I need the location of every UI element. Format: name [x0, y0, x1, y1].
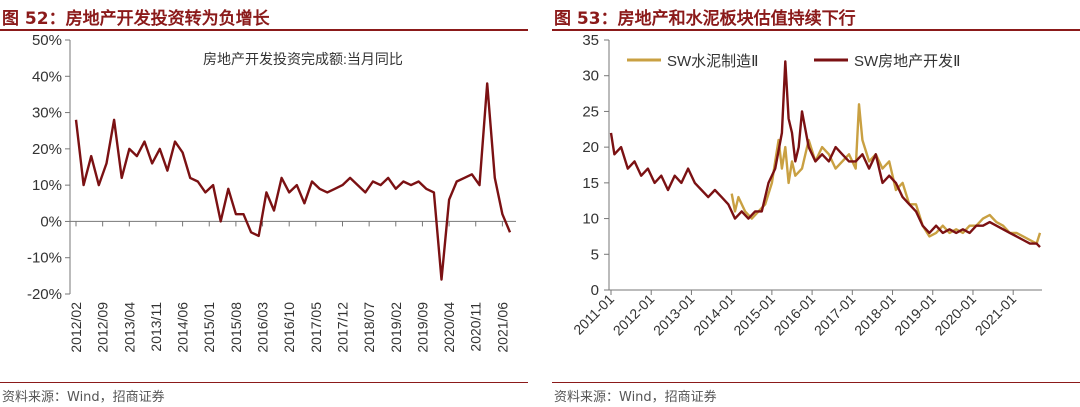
left-source-rule: [0, 382, 528, 383]
right-y-tick-label: 5: [591, 246, 599, 263]
left-figure-title: 图 52：房地产开发投资转为负增长: [2, 9, 270, 29]
left-x-tick-label: 2016/10: [281, 302, 297, 353]
left-y-tick-label: 20%: [32, 141, 62, 158]
right-figure-title: 图 53：房地产和水泥板块估值持续下行: [554, 9, 856, 29]
right-y-tick-label: 10: [582, 211, 599, 228]
left-x-tick-label: 2013/11: [148, 302, 164, 352]
right-x-tick-label: 2013-01: [650, 291, 698, 339]
left-x-tick-label: 2015/08: [228, 302, 244, 353]
right-y-tick-label: 0: [591, 282, 599, 299]
right-legend-label: SW房地产开发Ⅱ: [854, 53, 961, 70]
left-x-tick-label: 2012/09: [95, 302, 111, 353]
right-source-note: 资料来源：Wind，招商证券: [554, 390, 717, 405]
left-y-tick-label: 30%: [32, 105, 62, 122]
left-x-tick-label: 2017/12: [334, 302, 350, 353]
right-y-tick-label: 15: [582, 175, 599, 192]
left-y-tick-label: 40%: [32, 68, 62, 85]
right-y-tick-label: 30: [582, 68, 599, 85]
right-x-tick-label: 2021-01: [972, 291, 1020, 339]
right-series-line: [730, 103, 1042, 245]
right-x-tick-label: 2012-01: [610, 291, 658, 339]
left-series-line: [74, 82, 512, 281]
left-x-tick-label: 2014/06: [175, 302, 191, 353]
right-x-tick-label: 2014-01: [690, 291, 738, 339]
right-title-rule: [552, 29, 1080, 31]
left-x-tick-label: 2017/05: [308, 302, 324, 353]
left-x-tick-label: 2016/03: [255, 302, 271, 353]
right-figure: 图 53：房地产和水泥板块估值持续下行 35 30 25 20 15 10 5 0 2011-0…: [552, 0, 1080, 407]
left-figure: 图 52：房地产开发投资转为负增长 50% 40% 30% 20% 10% 0% -10% -…: [0, 0, 528, 407]
right-source-rule: [552, 382, 1080, 383]
left-legend-label: 房地产开发投资完成额:当月同比: [203, 51, 403, 67]
right-x-tick-label: 2018-01: [851, 291, 899, 339]
right-x-tick-label: 2015-01: [730, 291, 778, 339]
right-x-tick-label: 2016-01: [771, 291, 819, 339]
left-x-tick-label: 2012/02: [68, 302, 84, 353]
left-y-tick-label: 0%: [40, 213, 62, 230]
left-y-tick-label: 50%: [32, 32, 62, 49]
left-source-note: 资料来源：Wind，招商证券: [2, 390, 165, 405]
right-y-tick-label: 20: [582, 139, 599, 156]
right-series-line: [609, 60, 1041, 248]
right-x-tick-label: 2017-01: [811, 291, 859, 339]
left-line-chart: 50% 40% 30% 20% 10% 0% -10% -20% 2012/02 2012/09 2…: [27, 32, 516, 353]
right-y-tick-label: 35: [582, 32, 599, 49]
left-x-tick-label: 2013/04: [121, 302, 137, 353]
right-x-tick-label: 2019-01: [891, 291, 939, 339]
left-x-tick-label: 2015/01: [201, 302, 217, 353]
left-x-tick-label: 2020/11: [468, 302, 484, 352]
left-x-tick-label: 2019/09: [414, 302, 430, 353]
right-legend-label: SW水泥制造Ⅱ: [667, 53, 759, 70]
right-line-chart: 353025201510502011-012012-012013-012014-…: [570, 32, 1042, 339]
left-x-tick-label: 2018/07: [361, 302, 377, 353]
left-x-tick-label: 2021/06: [494, 302, 510, 353]
left-x-tick-label: 2019/02: [388, 302, 404, 353]
left-y-tick-label: -20%: [27, 286, 62, 303]
left-y-tick-label: 10%: [32, 177, 62, 194]
right-y-tick-label: 25: [582, 103, 599, 120]
left-x-tick-label: 2020/04: [441, 302, 457, 353]
right-x-tick-label: 2020-01: [931, 291, 979, 339]
left-title-rule: [0, 29, 528, 31]
left-y-tick-label: -10%: [27, 250, 62, 267]
